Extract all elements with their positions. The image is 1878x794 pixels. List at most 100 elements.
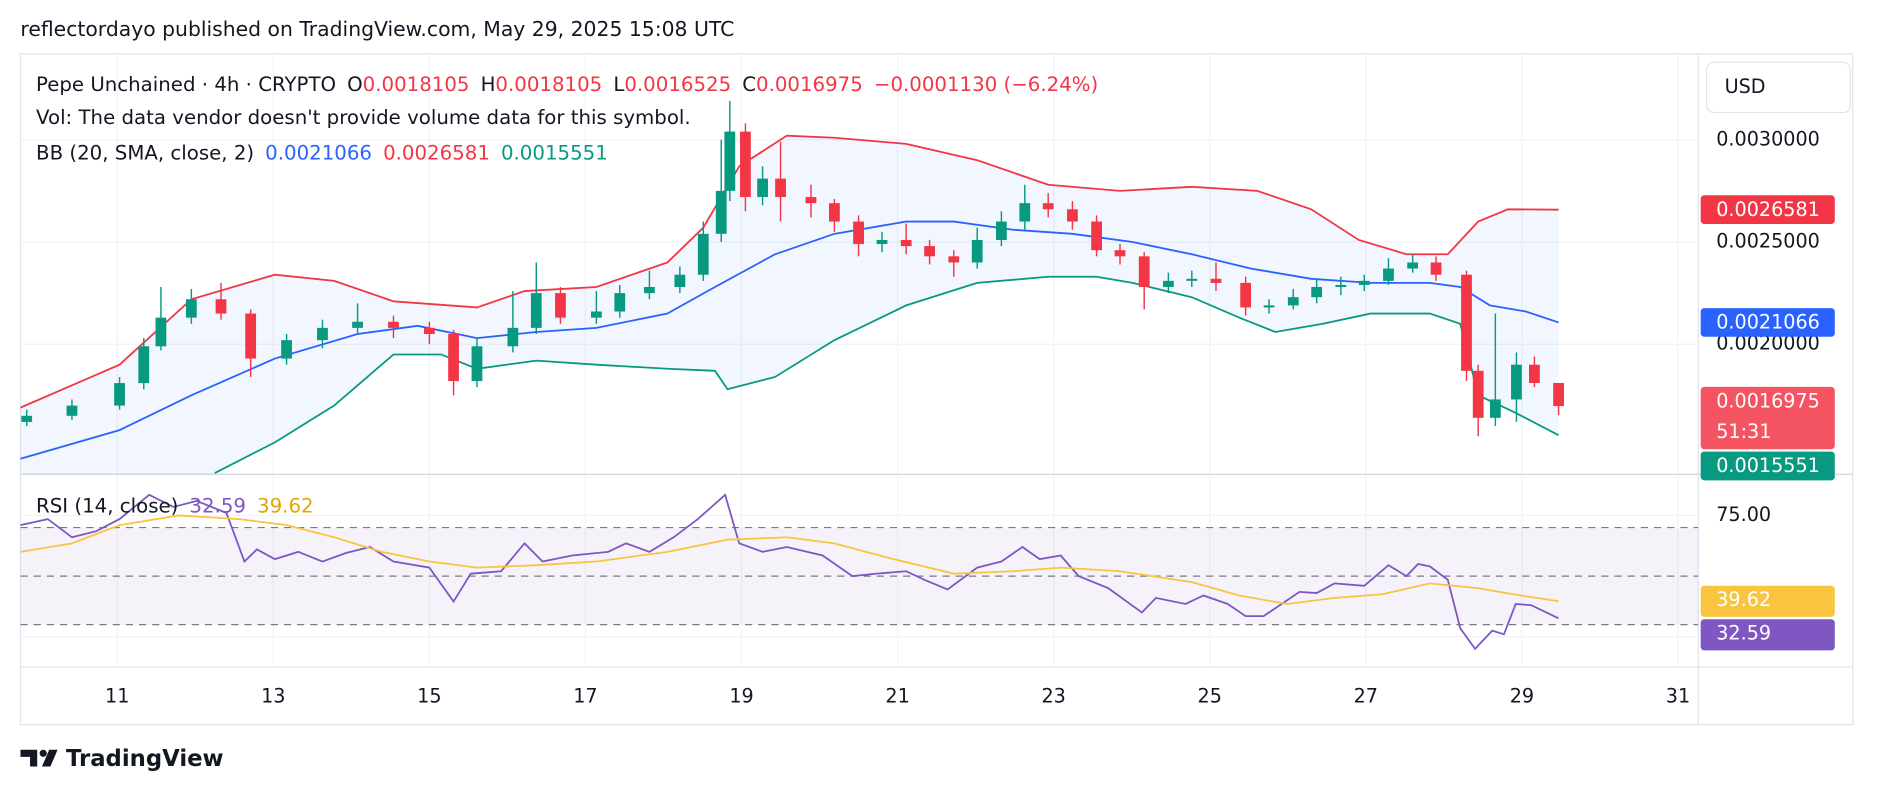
candle-body: [715, 190, 727, 234]
candle-body: [1114, 250, 1126, 257]
x-tick-label: 21: [885, 684, 909, 707]
candle-body: [1553, 382, 1564, 407]
price-badge: [1700, 619, 1835, 651]
indicator-line: [20, 514, 1559, 605]
price-badge-label: 0.0021066: [1716, 311, 1820, 334]
candle-body: [1287, 297, 1299, 306]
candle-body: [471, 346, 483, 382]
x-tick-label: 25: [1198, 684, 1222, 707]
legend-ohlc: Pepe Unchained · 4h · CRYPTO O0.0018105 …: [36, 73, 1098, 96]
indicator-line: [20, 134, 1559, 409]
bb-lower-value: 0.0015551: [501, 141, 608, 164]
candle-body: [971, 239, 983, 263]
candle-body: [245, 313, 257, 359]
y-tick-label: 0.0030000: [1716, 127, 1820, 150]
ohlc-label: H: [481, 73, 496, 96]
candle-body: [1489, 399, 1501, 418]
price-badge: [1700, 585, 1835, 617]
candle-body: [21, 415, 33, 422]
x-tick-label: 19: [729, 684, 753, 707]
candle-body: [114, 383, 125, 406]
candle-body: [1358, 280, 1370, 285]
indicator-line: [214, 275, 1559, 474]
candle-body: [590, 311, 602, 318]
ohlc-value: 0.0018105: [495, 73, 602, 96]
countdown: 51:31: [1716, 420, 1771, 443]
candle-body: [1163, 280, 1174, 287]
logo-mark: [20, 749, 38, 767]
candle-body: [1311, 286, 1323, 298]
price-badge: [1700, 195, 1835, 225]
x-tick-label: 11: [105, 684, 129, 707]
candle-body: [66, 405, 78, 416]
bb-label: BB (20, SMA, close, 2): [36, 141, 254, 164]
x-tick-label: 31: [1666, 684, 1690, 707]
candle-body: [948, 256, 960, 263]
x-tick-label: 27: [1354, 684, 1378, 707]
logo-dot: [39, 749, 47, 757]
candle-body: [614, 293, 626, 312]
currency-box[interactable]: [1706, 61, 1851, 114]
candle-body: [281, 340, 292, 359]
candle-body: [138, 346, 150, 384]
rsi-legend: RSI (14, close) 32.59 39.62: [36, 494, 314, 517]
candle-body: [924, 246, 935, 257]
change: −0.0001130 (−6.24%): [874, 73, 1098, 96]
candle-body: [388, 321, 399, 328]
logo-mark: [42, 749, 58, 767]
candle-body: [555, 293, 566, 318]
candle-body: [1067, 209, 1078, 222]
candle-body: [507, 327, 519, 347]
candle-body: [1240, 282, 1252, 308]
price-badge-label: 0.0015551: [1716, 454, 1820, 477]
indicator-line: [20, 493, 1559, 651]
candle-body: [317, 327, 328, 341]
volume-note: Vol: The data vendor doesn't provide vol…: [36, 106, 691, 129]
candle-body: [697, 233, 709, 275]
indicator-line: [20, 220, 1559, 460]
x-tick-label: 17: [573, 684, 597, 707]
y-tick-label: 0.0020000: [1716, 332, 1820, 355]
price-badge: [1700, 386, 1835, 450]
ohlc-label: O: [347, 73, 363, 96]
candle-body: [1430, 262, 1442, 275]
candle-body: [1461, 274, 1472, 371]
y-tick-label: 0.0025000: [1716, 230, 1820, 253]
candle-body: [185, 299, 197, 318]
candle-body: [828, 203, 840, 222]
candle-body: [1407, 262, 1419, 269]
ohlc-value: 0.0016525: [624, 73, 731, 96]
x-tick-label: 23: [1041, 684, 1065, 707]
ohlc-value: 0.0018105: [363, 73, 470, 96]
brand-logo[interactable]: TradingView: [20, 746, 224, 772]
candle-body: [423, 327, 435, 335]
candle-body: [530, 293, 542, 328]
candle-body: [155, 317, 167, 347]
price-badge: [1700, 308, 1835, 337]
price-badge-label: 32.59: [1716, 622, 1771, 645]
y-tick-label: 75.00: [1716, 503, 1771, 526]
price-badge: [1700, 451, 1835, 481]
price-pane: [20, 100, 1564, 475]
price-badge-label: 39.62: [1716, 588, 1771, 611]
candle-body: [724, 131, 736, 191]
published-line: reflectordayo published on TradingView.c…: [20, 17, 734, 41]
candle-body: [1138, 256, 1150, 287]
candle-body: [1472, 370, 1484, 418]
candle-body: [1529, 364, 1540, 383]
x-tick-label: 13: [261, 684, 285, 707]
candle-body: [448, 334, 459, 382]
price-badge-label: 0.0016975: [1716, 389, 1820, 412]
band-fill: [20, 135, 1559, 475]
candle-body: [1263, 305, 1275, 308]
candle-body: [1511, 364, 1522, 400]
rsi-label: RSI (14, close): [36, 494, 178, 517]
candle-body: [805, 197, 817, 204]
candle-body: [644, 286, 655, 294]
bb-basis-value: 0.0021066: [265, 141, 372, 164]
candle-body: [215, 299, 227, 314]
candle-body: [1186, 278, 1198, 281]
candle-body: [1335, 284, 1347, 287]
